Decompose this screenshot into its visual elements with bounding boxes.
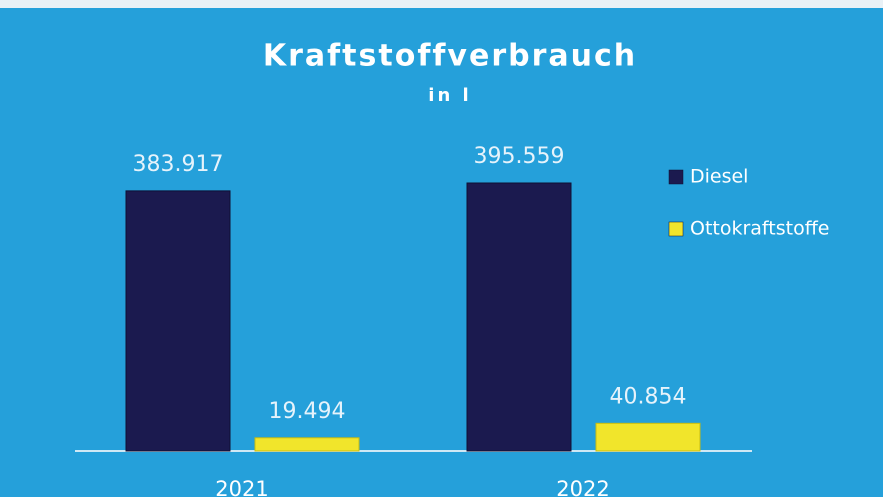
top-strip bbox=[0, 0, 883, 8]
value-label: 40.854 bbox=[610, 384, 687, 409]
value-label: 395.559 bbox=[474, 144, 565, 169]
x-tick-label: 2021 bbox=[215, 477, 268, 497]
bar bbox=[254, 437, 360, 452]
chart-title: Kraftstoffverbrauch bbox=[263, 39, 637, 74]
value-label: 383.917 bbox=[133, 152, 224, 177]
value-label: 19.494 bbox=[269, 399, 346, 424]
legend-label: Ottokraftstoffe bbox=[690, 218, 830, 240]
bar bbox=[595, 422, 701, 452]
bar bbox=[125, 190, 231, 452]
legend-swatch bbox=[668, 169, 684, 185]
x-tick-label: 2022 bbox=[556, 477, 609, 497]
legend-swatch bbox=[668, 221, 684, 237]
chart-subtitle: in l bbox=[428, 85, 471, 106]
bar bbox=[466, 182, 572, 452]
legend-label: Diesel bbox=[690, 166, 748, 188]
